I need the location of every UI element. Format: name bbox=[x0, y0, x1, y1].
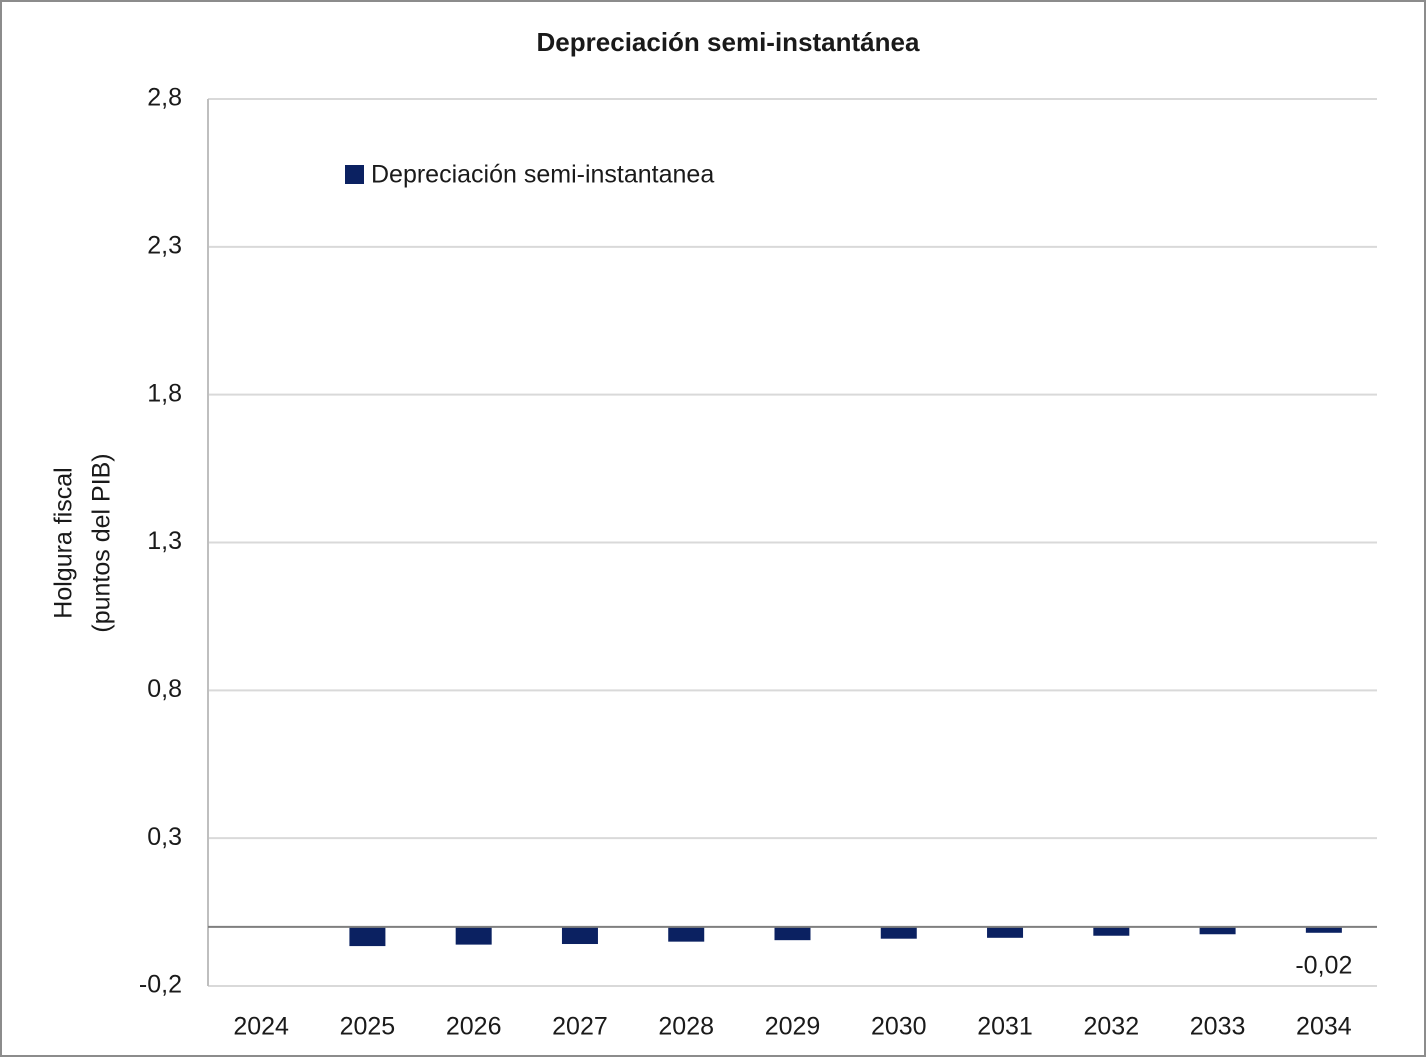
bar bbox=[880, 926, 917, 939]
y-tick-label: 2,8 bbox=[147, 84, 182, 112]
legend-swatch bbox=[345, 165, 364, 184]
x-tick-label: 2030 bbox=[871, 1013, 927, 1041]
y-axis-label-line: Holgura fiscal bbox=[50, 467, 78, 618]
x-tick-label: 2033 bbox=[1190, 1013, 1246, 1041]
y-tick-label: 0,8 bbox=[147, 675, 182, 703]
bar bbox=[349, 926, 386, 947]
bar bbox=[1093, 926, 1130, 936]
x-tick-label: 2029 bbox=[765, 1013, 821, 1041]
y-tick-label: 1,8 bbox=[147, 379, 182, 407]
x-tick-label: 2026 bbox=[446, 1013, 502, 1041]
y-axis-label: Holgura fiscal (puntos del PIB) bbox=[50, 453, 116, 632]
y-tick-label: 1,3 bbox=[147, 527, 182, 555]
chart-title: Depreciación semi-instantánea bbox=[537, 27, 920, 57]
bar bbox=[561, 926, 598, 945]
x-tick-label: 2024 bbox=[233, 1013, 289, 1041]
y-tick-label: -0,2 bbox=[139, 971, 182, 999]
bar bbox=[455, 926, 492, 945]
x-tick-label: 2025 bbox=[340, 1013, 396, 1041]
bar bbox=[987, 926, 1024, 938]
legend-label: Depreciación semi-instantanea bbox=[371, 161, 714, 189]
bar bbox=[1199, 926, 1236, 935]
data-label: -0,02 bbox=[1295, 951, 1352, 979]
y-axis-label-line: (puntos del PIB) bbox=[88, 453, 116, 632]
y-tick-label: 2,3 bbox=[147, 231, 182, 259]
y-tick-label: 0,3 bbox=[147, 823, 182, 851]
x-tick-label: 2032 bbox=[1084, 1013, 1140, 1041]
x-tick-label: 2031 bbox=[977, 1013, 1033, 1041]
x-tick-label: 2028 bbox=[658, 1013, 714, 1041]
x-tick-label: 2034 bbox=[1296, 1013, 1352, 1041]
bar bbox=[668, 926, 705, 942]
bar bbox=[774, 926, 811, 941]
bar bbox=[1305, 926, 1342, 933]
x-tick-label: 2027 bbox=[552, 1013, 608, 1041]
